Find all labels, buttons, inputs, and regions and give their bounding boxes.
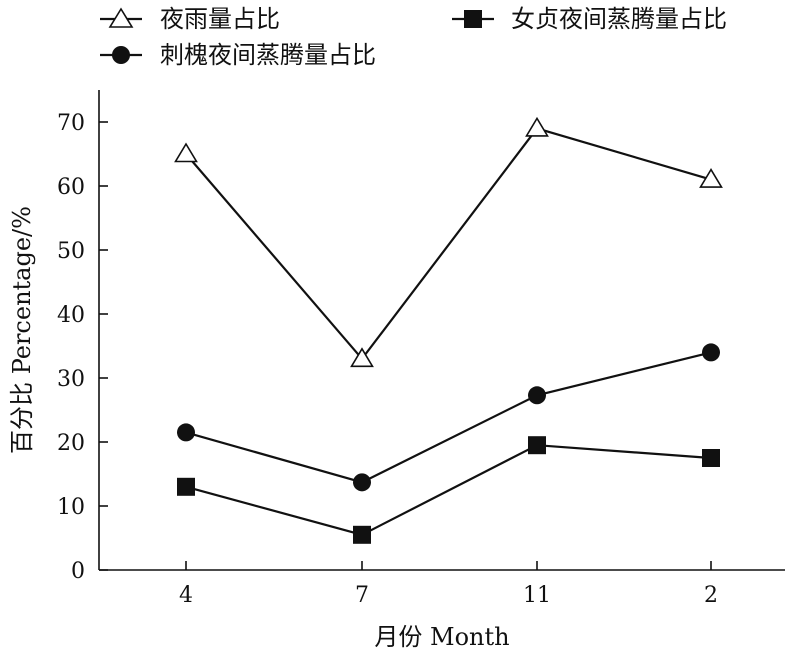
y-axis-title: 百分比 Percentage/% [8,206,36,454]
y-tick-label: 30 [57,367,85,392]
data-point-1-2 [528,436,546,455]
series-line-0 [185,127,712,361]
series-line-1 [185,444,712,536]
y-tick-label: 0 [71,559,85,584]
x-tick-label: 7 [355,583,369,608]
y-tick-label: 70 [57,111,85,136]
data-point-1-1 [353,525,371,544]
data-point-2-2 [528,386,546,405]
y-tick-label: 10 [57,495,85,520]
series-layer [174,116,723,544]
data-point-2-0 [177,423,195,442]
y-tick-label: 40 [57,303,85,328]
legend-item-ligustrum: 女贞夜间蒸腾量占比 [452,5,727,33]
x-ticks: 4 7 11 2 [179,561,718,608]
data-point-0-1 [350,347,374,368]
data-point-0-3 [699,168,723,188]
series-line-2 [185,351,712,484]
data-point-1-3 [702,449,720,467]
y-tick-label: 60 [57,175,85,200]
x-axis-title: 月份 Month [374,623,509,651]
legend-item-robinia: 刺槐夜间蒸腾量占比 [100,41,376,69]
legend-label-night-rain: 夜雨量占比 [160,5,280,33]
legend-label-robinia: 刺槐夜间蒸腾量占比 [160,41,376,69]
y-ticks: 0 10 20 30 40 50 60 70 [57,111,108,584]
y-tick-label: 20 [57,431,85,456]
x-tick-label: 11 [523,583,551,608]
legend-marker-filled-square-icon [464,10,482,28]
legend-item-night-rain: 夜雨量占比 [100,5,280,33]
legend: 夜雨量占比 女贞夜间蒸腾量占比 刺槐夜间蒸腾量占比 [100,5,727,69]
data-point-0-2 [525,116,549,137]
y-tick-label: 50 [57,239,85,264]
data-point-2-1 [353,473,371,492]
data-point-1-0 [177,477,195,496]
data-point-0-0 [174,142,198,163]
x-tick-label: 2 [704,583,718,608]
data-point-2-3 [702,343,720,362]
x-tick-label: 4 [179,583,193,608]
legend-marker-open-triangle-icon [108,7,134,28]
legend-marker-filled-circle-icon [112,46,130,64]
legend-label-ligustrum: 女贞夜间蒸腾量占比 [511,5,727,33]
